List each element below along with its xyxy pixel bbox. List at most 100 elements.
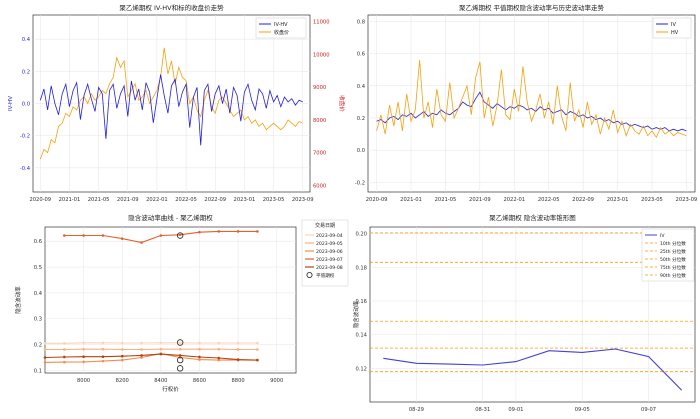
x-tick-label: 2023-01	[607, 197, 629, 203]
series-point	[256, 348, 259, 351]
series-point	[217, 347, 221, 351]
legend-label: 50th 分位数	[660, 256, 686, 263]
series-line	[45, 342, 258, 344]
x-tick-label: 2023-09	[292, 197, 314, 203]
series-point	[82, 355, 85, 359]
y-tick-label: 0.6	[357, 52, 365, 58]
y-tick-label: 0.6	[34, 239, 42, 245]
legend-label: 2023-09-08	[316, 265, 343, 271]
legend-label: 90th 分位数	[660, 272, 686, 279]
y-tick-label: -0.2	[20, 134, 30, 140]
atm-marker	[176, 365, 184, 372]
y2-tick-label: 6000	[313, 183, 326, 189]
series-point	[217, 230, 221, 233]
x-axis-label: 行权价	[162, 385, 179, 393]
chart-iv-hv-close: 聚乙烯期权 IV-HV和标的收盘价走势 2020-09 2021-01 2021-05…	[8, 3, 346, 203]
x-tick-label: 2021-09	[117, 197, 139, 203]
legend-label: 2023-09-06	[316, 249, 343, 255]
y-tick-label: 0.3	[34, 317, 42, 323]
x-tick-label: 09-05	[575, 407, 590, 413]
y-tick-label: 0.4	[22, 37, 31, 43]
series-point	[63, 341, 66, 345]
series-point	[63, 355, 66, 359]
y2-axis-label: 收盘价	[338, 95, 346, 112]
x-tick-label: 2022-09	[572, 197, 594, 203]
legend-swatch	[306, 272, 313, 279]
series-point	[43, 348, 47, 351]
series-point	[43, 341, 47, 345]
y2-tick-label: 8000	[313, 118, 326, 124]
y-tick-label: -0.4	[20, 166, 31, 172]
legend-label: 收盘价	[274, 29, 289, 36]
series-point	[140, 341, 143, 345]
series-point	[159, 341, 163, 345]
series-point	[198, 341, 201, 345]
y-axis-label: 隐含波动率	[352, 300, 360, 328]
series-point	[43, 356, 47, 359]
series-point	[159, 347, 163, 351]
series-point	[217, 341, 221, 345]
legend-label: HV	[671, 30, 679, 36]
y2-tick-label: 7000	[313, 151, 326, 157]
series-point	[82, 347, 85, 351]
series-point	[178, 233, 182, 237]
x-tick-label: 2021-09	[469, 197, 491, 203]
legend-label: 75th 分位数	[660, 264, 686, 271]
x-tick-label: 2020-09	[29, 197, 51, 203]
y-tick-label: 0.8	[357, 19, 365, 25]
y-tick-label: 0.20	[355, 232, 367, 238]
series-point	[120, 341, 124, 345]
y-tick-label: 0.16	[355, 299, 367, 305]
series-point	[198, 355, 201, 359]
y-tick-label: 0.0	[357, 148, 365, 154]
y-tick-label: 0.14	[355, 333, 367, 339]
legend-label: 2023-09-05	[316, 241, 343, 247]
y2-tick-label: 9000	[313, 85, 326, 91]
y-tick-label: 0.18	[355, 265, 367, 271]
series-line-iv-hv	[39, 74, 303, 146]
x-tick-label: 8800	[231, 378, 244, 384]
x-tick-label: 2022-05	[538, 197, 560, 203]
legend-label: 2023-09-04	[316, 233, 343, 239]
x-tick-label: 2022-01	[503, 197, 525, 203]
legend-box	[301, 219, 349, 287]
y-tick-label: 0.4	[34, 291, 43, 297]
chart-volatility-smile: 隐含波动率曲线 - 聚乙烯期权 8000 8200 8400 8600 8800 9000 0…	[14, 213, 349, 393]
y-tick-label: 0.5	[34, 265, 42, 271]
series-point	[120, 237, 124, 240]
chart-title: 聚乙烯期权 平值期权隐含波动率与历史波动率走势	[459, 3, 605, 12]
x-tick-label: 2022-05	[175, 197, 197, 203]
series-point	[101, 347, 105, 351]
x-tick-label: 8400	[154, 378, 167, 384]
chart-title: 隐含波动率曲线 - 聚乙烯期权	[128, 213, 213, 222]
series-point	[217, 356, 221, 360]
legend-label: 10th 分位数	[660, 240, 686, 247]
legend-box	[255, 17, 307, 39]
x-tick-label: 09-07	[641, 407, 656, 413]
series-point	[82, 360, 85, 364]
x-tick-label: 08-29	[409, 407, 424, 413]
series-line	[44, 353, 258, 363]
series-point	[120, 358, 124, 362]
series-point	[159, 352, 163, 356]
legend-label: IV-HV	[274, 22, 288, 28]
legend-box	[641, 228, 695, 282]
series-point	[101, 355, 105, 359]
x-tick-label: 09-01	[508, 407, 523, 413]
atm-marker	[176, 356, 184, 364]
series-point	[236, 230, 240, 233]
series-point	[159, 234, 163, 237]
series-point	[256, 230, 259, 233]
y-tick-label: 0.2	[22, 69, 30, 75]
series-point	[256, 358, 259, 362]
y-axis-label: 隐含波动率	[14, 286, 22, 314]
legend-box	[652, 17, 692, 39]
series-point	[63, 360, 66, 364]
x-tick-label: 2021-01	[400, 197, 422, 203]
series-point	[101, 341, 105, 345]
x-tick-label: 2021-01	[59, 197, 81, 203]
x-tick-label: 2023-01	[234, 197, 256, 203]
x-tick-label: 2022-01	[146, 197, 168, 203]
legend-label: 2023-09-07	[316, 257, 343, 263]
y-tick-label: 0.1	[34, 368, 42, 374]
